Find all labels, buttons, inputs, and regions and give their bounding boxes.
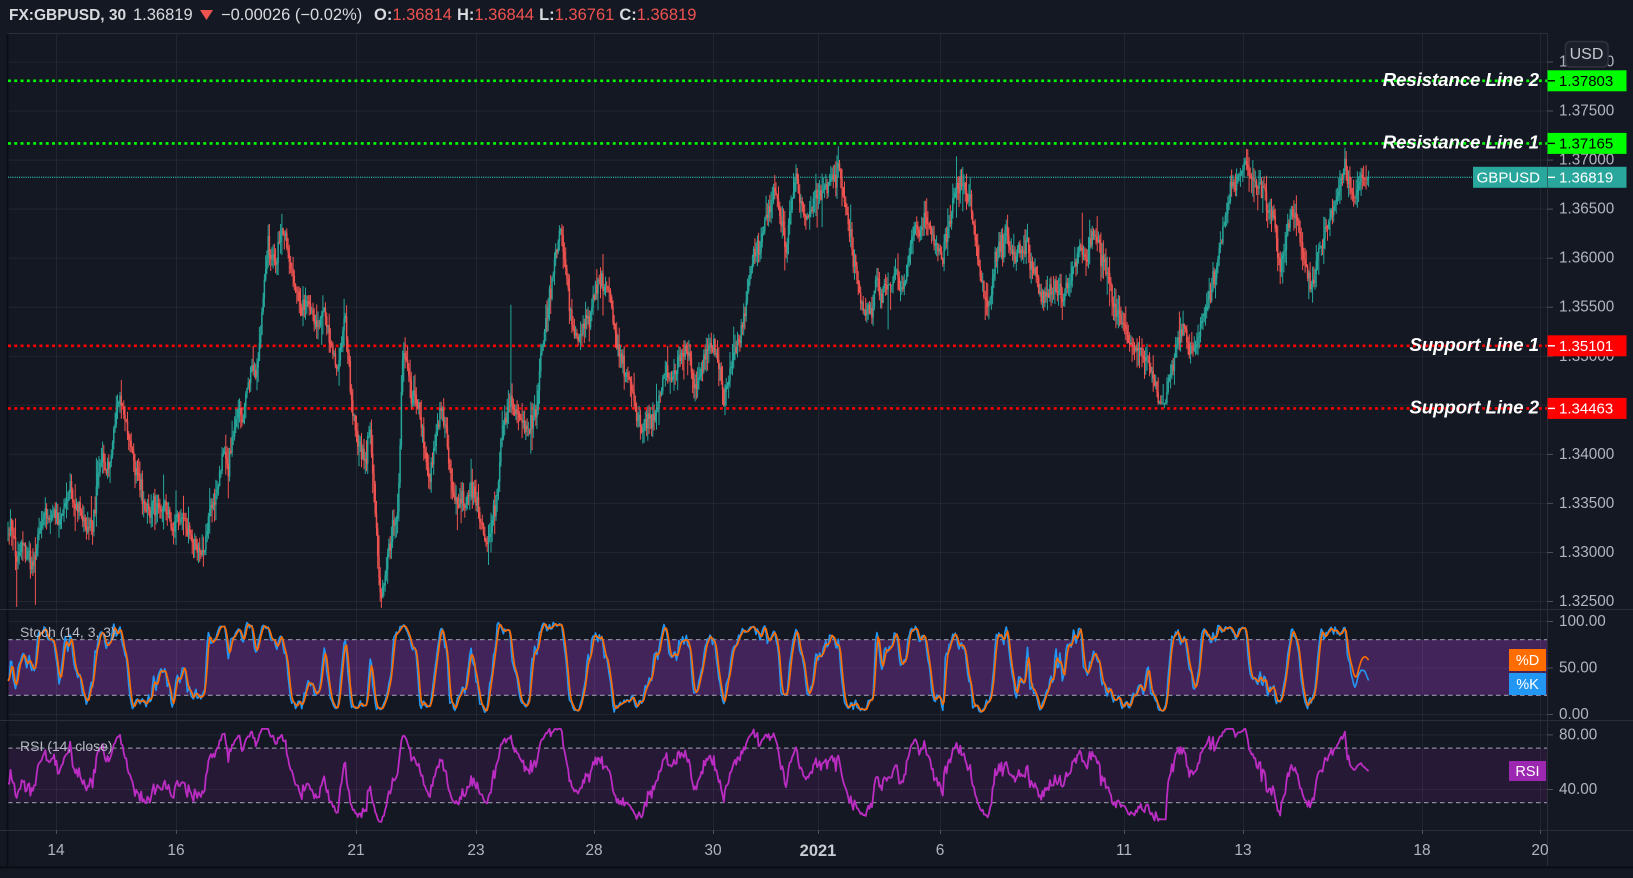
svg-text:23: 23 bbox=[467, 842, 484, 859]
svg-text:1.34463: 1.34463 bbox=[1559, 400, 1613, 417]
svg-text:1.35500: 1.35500 bbox=[1559, 299, 1614, 316]
svg-text:1.33500: 1.33500 bbox=[1559, 495, 1614, 512]
svg-text:−0.00026 (−0.02%): −0.00026 (−0.02%) bbox=[221, 6, 362, 24]
svg-text:20: 20 bbox=[1531, 842, 1549, 859]
svg-text:USD: USD bbox=[1570, 46, 1604, 63]
svg-text:Resistance Line 2: Resistance Line 2 bbox=[1383, 69, 1540, 90]
svg-text:13: 13 bbox=[1234, 842, 1251, 859]
svg-text:50.00: 50.00 bbox=[1559, 660, 1597, 677]
svg-text:16: 16 bbox=[167, 842, 184, 859]
svg-text:%K: %K bbox=[1516, 677, 1539, 693]
svg-text:Stoch (14, 3, 3): Stoch (14, 3, 3) bbox=[20, 624, 116, 640]
svg-text:1.36500: 1.36500 bbox=[1559, 201, 1614, 218]
svg-text:100.00: 100.00 bbox=[1559, 613, 1606, 630]
svg-text:RSI (14, close): RSI (14, close) bbox=[20, 738, 113, 754]
svg-text:1.32500: 1.32500 bbox=[1559, 593, 1614, 610]
svg-text:21: 21 bbox=[347, 842, 364, 859]
svg-text:GBPUSD: GBPUSD bbox=[1477, 169, 1541, 186]
svg-text:Resistance Line 1: Resistance Line 1 bbox=[1383, 131, 1539, 152]
svg-text:1.33000: 1.33000 bbox=[1559, 544, 1614, 561]
svg-text:80.00: 80.00 bbox=[1559, 726, 1597, 743]
svg-text:Support Line 1: Support Line 1 bbox=[1410, 334, 1540, 355]
svg-text:6: 6 bbox=[936, 842, 945, 859]
svg-text:1.36000: 1.36000 bbox=[1559, 250, 1614, 267]
svg-text:1.36819: 1.36819 bbox=[133, 6, 193, 24]
svg-text:40.00: 40.00 bbox=[1559, 781, 1597, 798]
svg-text:1.36819: 1.36819 bbox=[1559, 169, 1613, 186]
svg-text:18: 18 bbox=[1413, 842, 1430, 859]
svg-text:2021: 2021 bbox=[800, 842, 837, 860]
svg-text:1.37165: 1.37165 bbox=[1559, 135, 1613, 152]
svg-text:28: 28 bbox=[585, 842, 602, 859]
svg-text:1.34000: 1.34000 bbox=[1559, 446, 1614, 463]
svg-text:%D: %D bbox=[1516, 653, 1539, 669]
svg-text:RSI: RSI bbox=[1515, 764, 1539, 780]
svg-text:FX:GBPUSD, 30: FX:GBPUSD, 30 bbox=[9, 7, 126, 24]
svg-text:11: 11 bbox=[1116, 842, 1132, 859]
svg-text:1.35101: 1.35101 bbox=[1559, 338, 1613, 355]
svg-text:30: 30 bbox=[704, 842, 722, 859]
svg-text:1.37803: 1.37803 bbox=[1559, 73, 1613, 90]
svg-text:1.37500: 1.37500 bbox=[1559, 103, 1614, 120]
svg-text:1.37000: 1.37000 bbox=[1559, 152, 1614, 169]
svg-text:0.00: 0.00 bbox=[1559, 706, 1589, 723]
svg-text:14: 14 bbox=[47, 842, 65, 859]
svg-text:Support Line 2: Support Line 2 bbox=[1410, 396, 1540, 417]
